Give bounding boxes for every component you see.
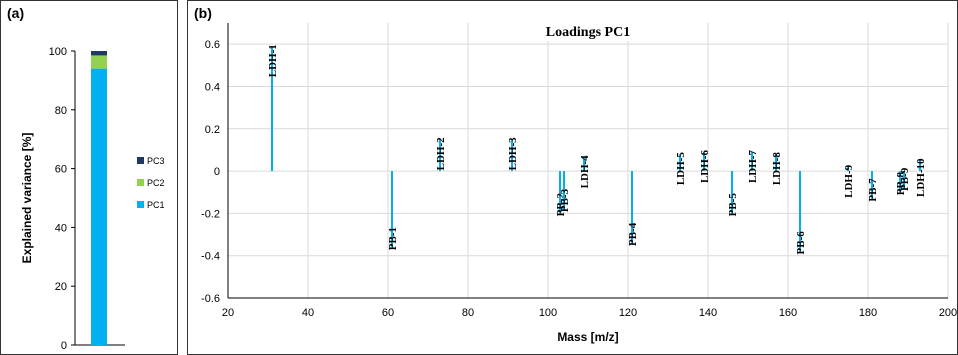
- legend-label-pc3: PC3: [147, 156, 165, 166]
- y-tick-label: 0.2: [205, 124, 220, 136]
- legend-swatch-pc2: [137, 179, 144, 186]
- y-tick-label: -0.2: [201, 208, 220, 220]
- bar-segment-pc1: [91, 68, 107, 345]
- y-tick-label: -0.4: [201, 251, 220, 263]
- explained-variance-chart: 0 20 40 60 80 100 Explained variance [%] PC3 PC2…: [20, 46, 165, 352]
- y-tick-label: 60: [55, 164, 67, 176]
- x-tick-label: 60: [382, 307, 394, 319]
- y-tick-label: 80: [55, 105, 67, 117]
- x-tick-label: 40: [302, 307, 314, 319]
- data-label: LDH-10: [915, 158, 927, 197]
- x-tick-label: 100: [539, 307, 557, 319]
- data-label: PB-3: [559, 188, 571, 212]
- x-tick-label: 20: [222, 307, 234, 319]
- y-tick-label: 0: [61, 340, 67, 352]
- x-tick-label: 160: [779, 307, 797, 319]
- data-label: LDH-2: [435, 137, 447, 171]
- y-tick-label: 0: [214, 166, 220, 178]
- data-label: LDH-9: [843, 164, 855, 198]
- legend-swatch-pc3: [137, 157, 144, 164]
- explained-variance-panel: (a) 0 20 40 60 80 100 Explained variance [%] PC…: [0, 0, 178, 355]
- data-label: LDH-8: [771, 152, 783, 186]
- y-tick-label: 40: [55, 222, 67, 234]
- data-label: PB-4: [627, 222, 639, 246]
- data-label: PB-1: [387, 227, 399, 250]
- y-tick-label: -0.6: [201, 293, 220, 305]
- loadings-panel: (b) 0.6 0.4 0.2 0 -0.2 -0.4 -0.6 20 40 60 80 100 120…: [187, 0, 958, 355]
- data-label: LDH-6: [699, 150, 711, 184]
- panel-b-label: (b): [194, 5, 212, 21]
- y-tick-label: 100: [49, 46, 67, 58]
- data-label: LDH-1: [267, 44, 279, 77]
- y-axis-title: Explained variance [%]: [20, 133, 34, 264]
- x-axis-title: Mass [m/z]: [557, 330, 618, 344]
- bar-segment-pc2: [91, 55, 107, 69]
- legend-swatch-pc1: [137, 201, 144, 208]
- data-label: PB-9: [899, 167, 911, 191]
- data-label: PB-7: [867, 178, 879, 202]
- data-label: LDH-3: [507, 137, 519, 171]
- x-tick-label: 120: [619, 307, 637, 319]
- chart-title-background: [530, 21, 646, 41]
- loadings-chart: 0.6 0.4 0.2 0 -0.2 -0.4 -0.620 40 60 80 100 120 140 1…: [201, 21, 957, 344]
- x-tick-label: 140: [699, 307, 717, 319]
- data-label: LDH-5: [675, 152, 687, 186]
- y-tick-label: 20: [55, 281, 67, 293]
- data-label: PB-5: [727, 193, 739, 217]
- chart-title: Loadings PC1: [546, 25, 630, 40]
- x-tick-label: 80: [462, 307, 474, 319]
- y-tick-label: 0.4: [205, 81, 220, 93]
- bar-segment-pc3: [91, 51, 107, 56]
- data-label: LDH-7: [747, 150, 759, 184]
- y-tick-label: 0.6: [205, 39, 220, 51]
- data-label: PB-6: [795, 231, 807, 255]
- x-tick-label: 180: [859, 307, 877, 319]
- data-label: LDH-4: [579, 155, 591, 189]
- legend-label-pc2: PC2: [147, 178, 165, 188]
- legend-label-pc1: PC1: [147, 200, 165, 210]
- panel-a-label: (a): [7, 5, 25, 21]
- x-tick-label: 200: [939, 307, 957, 319]
